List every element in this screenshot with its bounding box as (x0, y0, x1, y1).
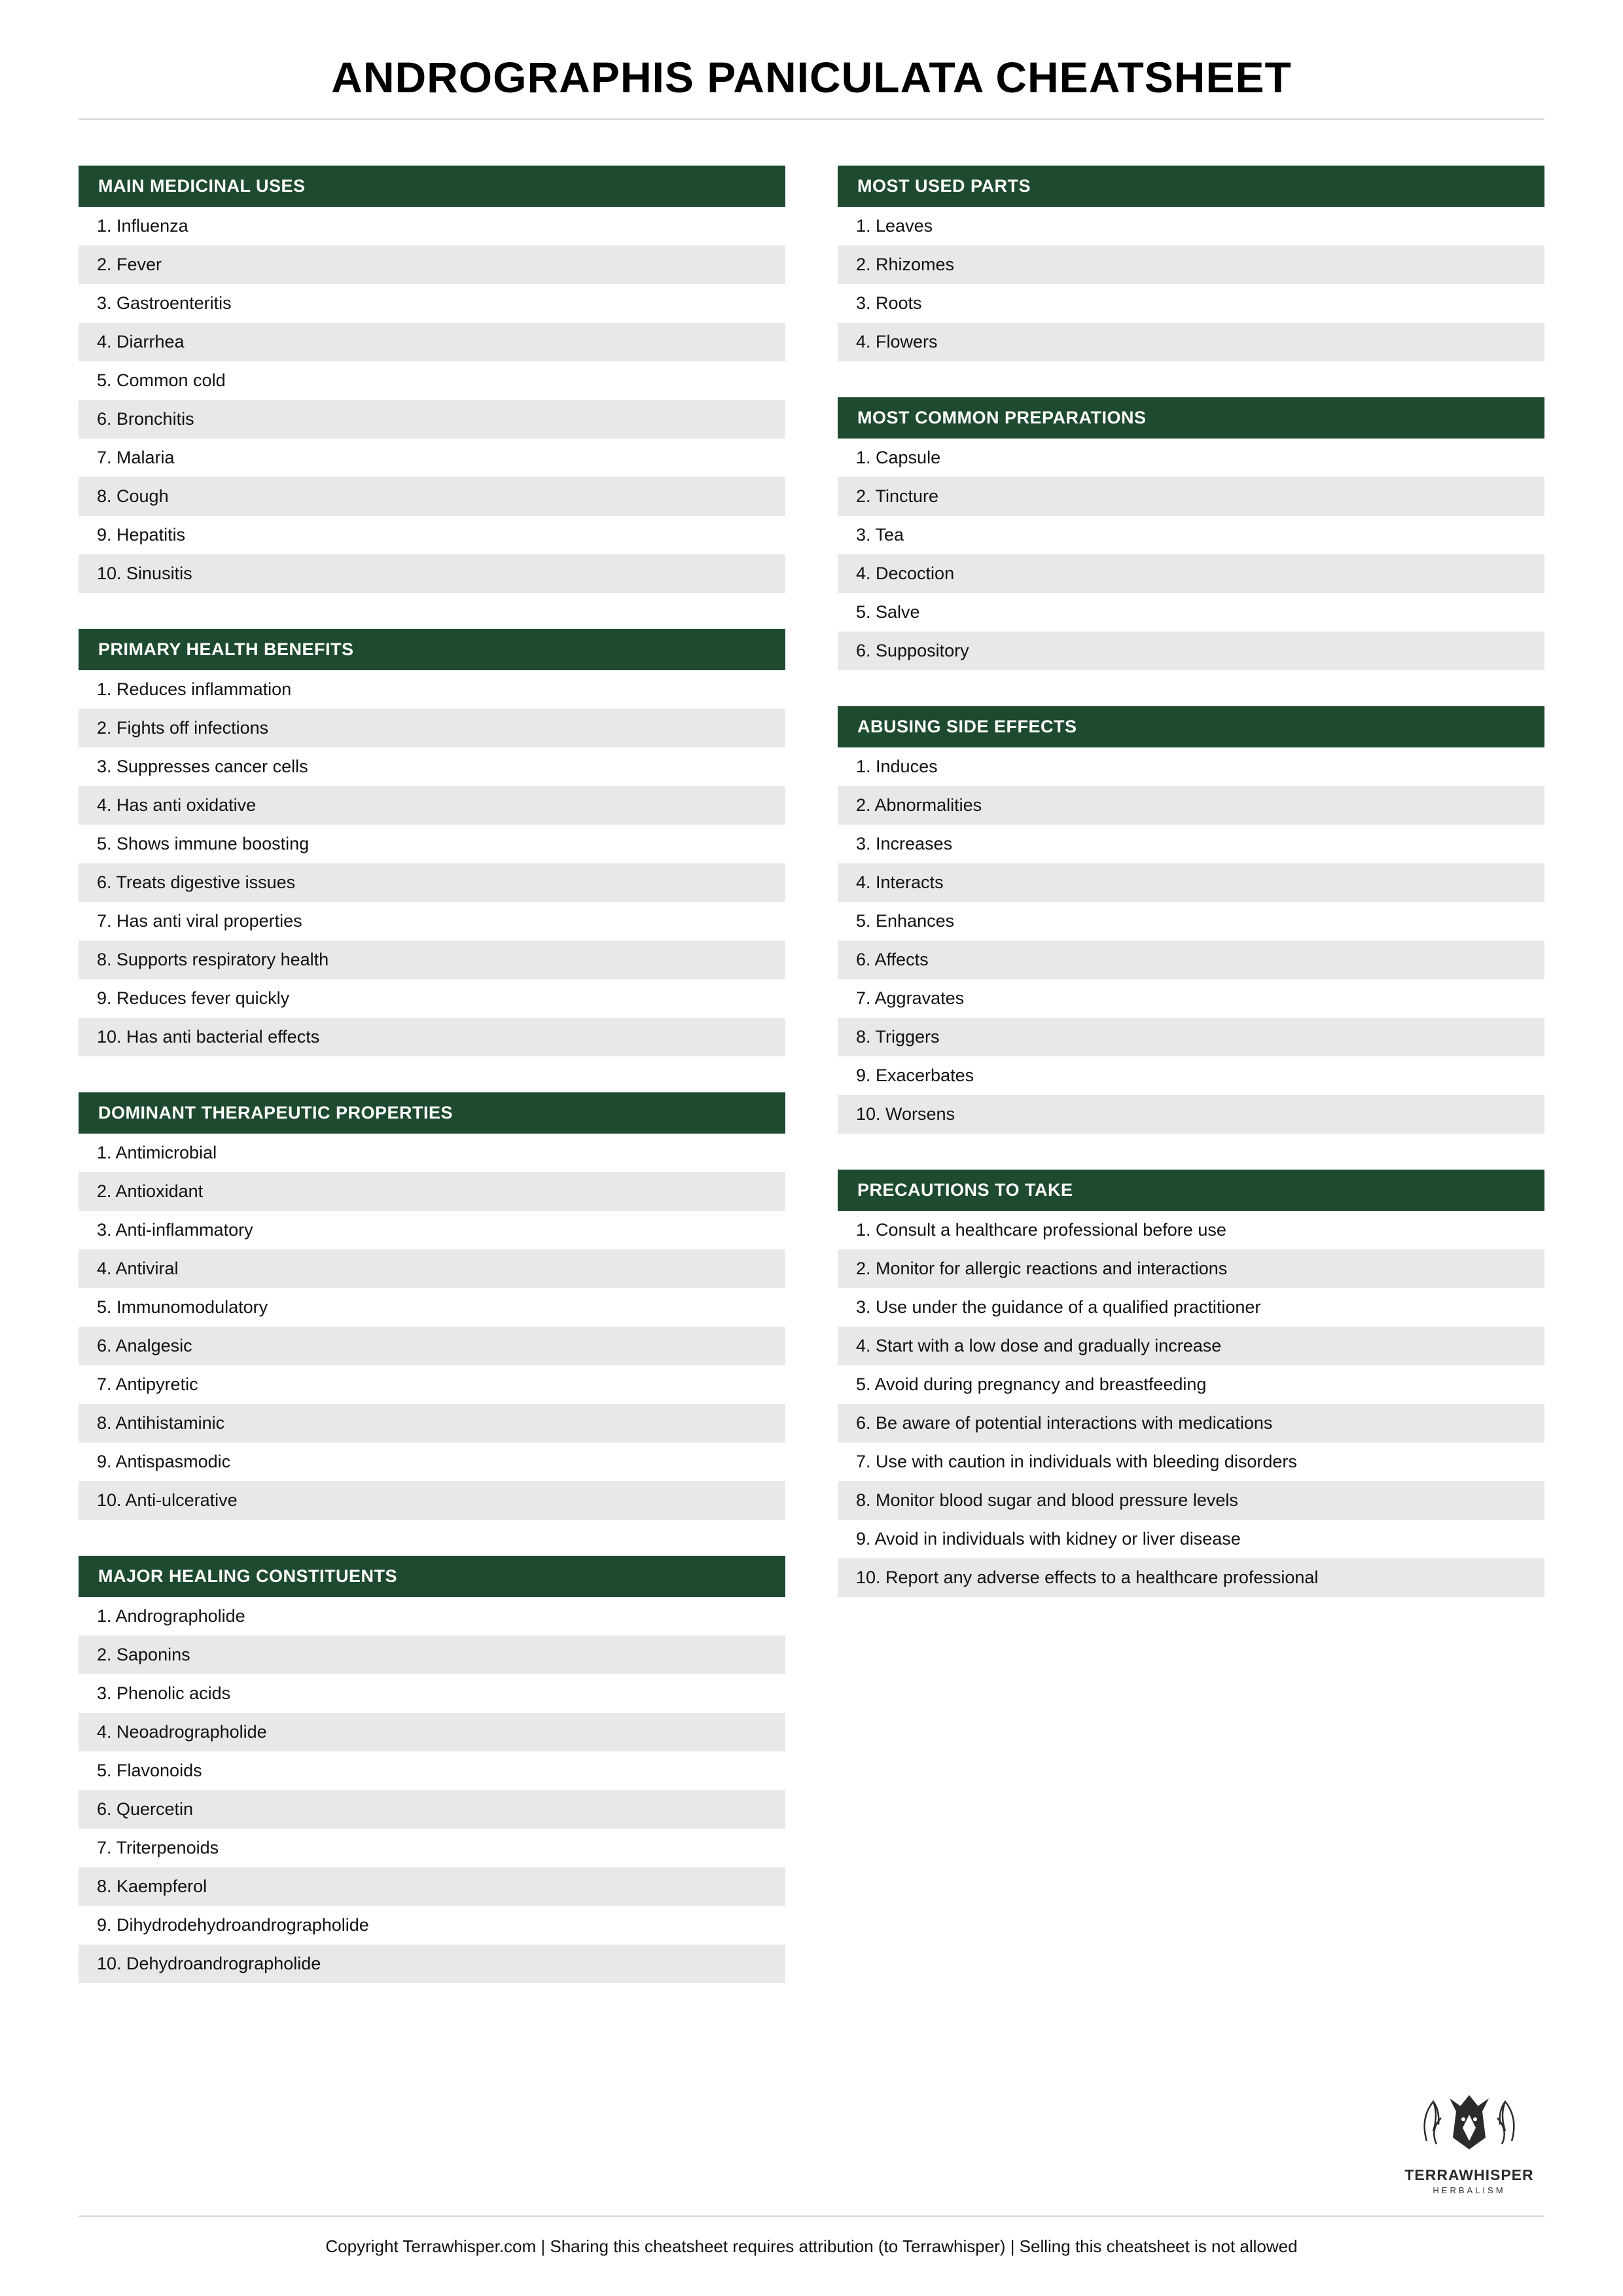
list-item: 6. Suppository (838, 632, 1544, 670)
brand-logo: TERRAWHISPER HERBALISM (1394, 2072, 1544, 2202)
list-item: 9. Antispasmodic (79, 1443, 785, 1481)
section: PRECAUTIONS TO TAKE1. Consult a healthca… (838, 1170, 1544, 1597)
list-item: 4. Decoction (838, 554, 1544, 593)
list-item: 5. Flavonoids (79, 1751, 785, 1790)
list-item: 1. Reduces inflammation (79, 670, 785, 709)
list-item: 9. Avoid in individuals with kidney or l… (838, 1520, 1544, 1558)
list-item: 10. Report any adverse effects to a heal… (838, 1558, 1544, 1597)
list-item: 1. Influenza (79, 207, 785, 245)
page-title: ANDROGRAPHIS PANICULATA CHEATSHEET (79, 52, 1544, 102)
section-header: MOST USED PARTS (838, 166, 1544, 207)
list-item: 9. Exacerbates (838, 1056, 1544, 1095)
list-item: 3. Anti-inflammatory (79, 1211, 785, 1249)
list-item: 10. Has anti bacterial effects (79, 1018, 785, 1056)
section-header: MOST COMMON PREPARATIONS (838, 397, 1544, 439)
section-header: MAIN MEDICINAL USES (79, 166, 785, 207)
list-item: 2. Monitor for allergic reactions and in… (838, 1249, 1544, 1288)
list-item: 5. Common cold (79, 361, 785, 400)
brand-name: TERRAWHISPER (1404, 2166, 1533, 2184)
list-item: 5. Avoid during pregnancy and breastfeed… (838, 1365, 1544, 1404)
footer: TERRAWHISPER HERBALISM Copyright Terrawh… (79, 2072, 1544, 2257)
divider-top (79, 118, 1544, 120)
list-item: 7. Malaria (79, 439, 785, 477)
section: MAIN MEDICINAL USES1. Influenza2. Fever3… (79, 166, 785, 593)
list-item: 4. Antiviral (79, 1249, 785, 1288)
list-item: 4. Flowers (838, 323, 1544, 361)
list-item: 10. Sinusitis (79, 554, 785, 593)
list-item: 4. Start with a low dose and gradually i… (838, 1327, 1544, 1365)
list-item: 8. Supports respiratory health (79, 941, 785, 979)
list-item: 3. Suppresses cancer cells (79, 747, 785, 786)
list-item: 1. Antimicrobial (79, 1134, 785, 1172)
list-item: 3. Roots (838, 284, 1544, 323)
list-item: 5. Salve (838, 593, 1544, 632)
list-item: 3. Tea (838, 516, 1544, 554)
list-item: 2. Abnormalities (838, 786, 1544, 825)
section-header: PRIMARY HEALTH BENEFITS (79, 629, 785, 670)
list-item: 2. Fights off infections (79, 709, 785, 747)
list-item: 1. Leaves (838, 207, 1544, 245)
list-item: 4. Has anti oxidative (79, 786, 785, 825)
list-item: 2. Saponins (79, 1636, 785, 1674)
list-item: 3. Gastroenteritis (79, 284, 785, 323)
list-item: 7. Antipyretic (79, 1365, 785, 1404)
list-item: 6. Affects (838, 941, 1544, 979)
list-item: 8. Kaempferol (79, 1867, 785, 1906)
list-item: 1. Consult a healthcare professional bef… (838, 1211, 1544, 1249)
list-item: 2. Antioxidant (79, 1172, 785, 1211)
section: MOST USED PARTS1. Leaves2. Rhizomes3. Ro… (838, 166, 1544, 361)
list-item: 6. Analgesic (79, 1327, 785, 1365)
section: DOMINANT THERAPEUTIC PROPERTIES1. Antimi… (79, 1092, 785, 1520)
list-item: 6. Treats digestive issues (79, 863, 785, 902)
list-item: 5. Shows immune boosting (79, 825, 785, 863)
list-item: 4. Diarrhea (79, 323, 785, 361)
section: MAJOR HEALING CONSTITUENTS1. Andrographo… (79, 1556, 785, 1983)
list-item: 6. Quercetin (79, 1790, 785, 1829)
list-item: 1. Capsule (838, 439, 1544, 477)
list-item: 3. Use under the guidance of a qualified… (838, 1288, 1544, 1327)
list-item: 4. Interacts (838, 863, 1544, 902)
list-item: 10. Dehydroandrographolide (79, 1945, 785, 1983)
right-column: MOST USED PARTS1. Leaves2. Rhizomes3. Ro… (838, 166, 1544, 1597)
list-item: 8. Cough (79, 477, 785, 516)
list-item: 10. Worsens (838, 1095, 1544, 1134)
list-item: 8. Antihistaminic (79, 1404, 785, 1443)
list-item: 10. Anti-ulcerative (79, 1481, 785, 1520)
section: MOST COMMON PREPARATIONS1. Capsule2. Tin… (838, 397, 1544, 670)
brand-sub: HERBALISM (1433, 2185, 1505, 2195)
section-header: ABUSING SIDE EFFECTS (838, 706, 1544, 747)
section: PRIMARY HEALTH BENEFITS1. Reduces inflam… (79, 629, 785, 1056)
list-item: 8. Monitor blood sugar and blood pressur… (838, 1481, 1544, 1520)
list-item: 7. Use with caution in individuals with … (838, 1443, 1544, 1481)
logo-container: TERRAWHISPER HERBALISM (79, 2072, 1544, 2202)
section-header: MAJOR HEALING CONSTITUENTS (79, 1556, 785, 1597)
list-item: 7. Has anti viral properties (79, 902, 785, 941)
left-column: MAIN MEDICINAL USES1. Influenza2. Fever3… (79, 166, 785, 1983)
section-header: DOMINANT THERAPEUTIC PROPERTIES (79, 1092, 785, 1134)
list-item: 2. Rhizomes (838, 245, 1544, 284)
list-item: 7. Aggravates (838, 979, 1544, 1018)
list-item: 5. Enhances (838, 902, 1544, 941)
list-item: 3. Phenolic acids (79, 1674, 785, 1713)
section-header: PRECAUTIONS TO TAKE (838, 1170, 1544, 1211)
list-item: 8. Triggers (838, 1018, 1544, 1056)
list-item: 7. Triterpenoids (79, 1829, 785, 1867)
list-item: 6. Be aware of potential interactions wi… (838, 1404, 1544, 1443)
list-item: 9. Dihydrodehydroandrographolide (79, 1906, 785, 1945)
section: ABUSING SIDE EFFECTS1. Induces2. Abnorma… (838, 706, 1544, 1134)
list-item: 5. Immunomodulatory (79, 1288, 785, 1327)
list-item: 3. Increases (838, 825, 1544, 863)
copyright-text: Copyright Terrawhisper.com | Sharing thi… (79, 2236, 1544, 2257)
list-item: 9. Reduces fever quickly (79, 979, 785, 1018)
list-item: 1. Induces (838, 747, 1544, 786)
list-item: 4. Neoadrographolide (79, 1713, 785, 1751)
columns-container: MAIN MEDICINAL USES1. Influenza2. Fever3… (79, 166, 1544, 2045)
list-item: 9. Hepatitis (79, 516, 785, 554)
list-item: 1. Andrographolide (79, 1597, 785, 1636)
divider-bottom (79, 2215, 1544, 2217)
list-item: 2. Fever (79, 245, 785, 284)
list-item: 2. Tincture (838, 477, 1544, 516)
list-item: 6. Bronchitis (79, 400, 785, 439)
fox-leaves-icon (1414, 2079, 1525, 2164)
